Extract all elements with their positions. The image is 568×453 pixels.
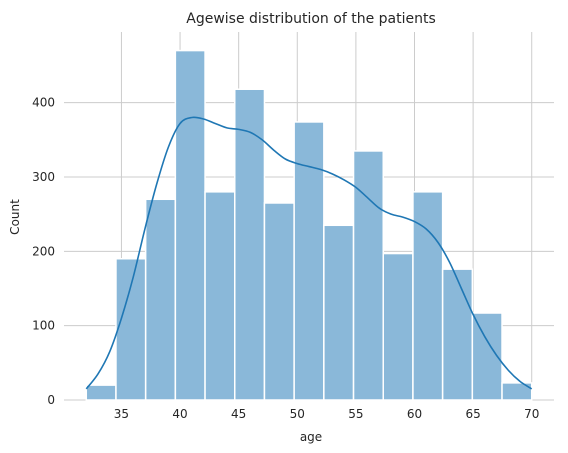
y-tick-label-0: 0	[47, 393, 55, 407]
x-axis-label: age	[300, 430, 322, 444]
y-tick-label-300: 300	[32, 170, 55, 184]
y-tick-label-400: 400	[32, 96, 55, 110]
x-tick-label-70: 70	[524, 407, 539, 421]
x-tick-label-45: 45	[231, 407, 246, 421]
histogram-bar-0	[85, 384, 117, 401]
histogram-bar-12	[441, 268, 474, 401]
y-axis-label: Count	[8, 199, 22, 235]
x-tick-label-40: 40	[172, 407, 187, 421]
histogram-bar-1	[115, 257, 147, 401]
histogram-bar-7	[293, 121, 325, 401]
x-tick-label-35: 35	[114, 407, 129, 421]
y-axis-ticks: 0 100 200 300 400	[32, 96, 55, 407]
y-tick-label-200: 200	[32, 244, 55, 258]
histogram-bar-9	[352, 150, 384, 401]
histogram-bar-11	[412, 191, 444, 401]
histogram-bar-3	[174, 49, 206, 401]
histogram-bar-8	[323, 224, 355, 401]
y-tick-label-100: 100	[32, 319, 55, 333]
x-tick-label-60: 60	[407, 407, 422, 421]
x-tick-label-65: 65	[465, 407, 480, 421]
x-tick-label-50: 50	[290, 407, 305, 421]
x-axis-ticks: 35 40 45 50 55 60 65 70	[114, 407, 540, 421]
kde-curve	[85, 116, 533, 390]
histogram-bar-2	[144, 198, 177, 401]
x-tick-label-55: 55	[348, 407, 363, 421]
histogram-bar-13	[471, 312, 503, 401]
histogram-bar-14	[501, 382, 533, 401]
histogram-bar-6	[263, 202, 295, 401]
histogram-bar-4	[204, 191, 236, 401]
histogram-bars	[85, 49, 533, 401]
histogram-bar-5	[234, 88, 266, 401]
chart-title: Agewise distribution of the patients	[186, 11, 436, 27]
histogram-bar-10	[382, 252, 414, 401]
